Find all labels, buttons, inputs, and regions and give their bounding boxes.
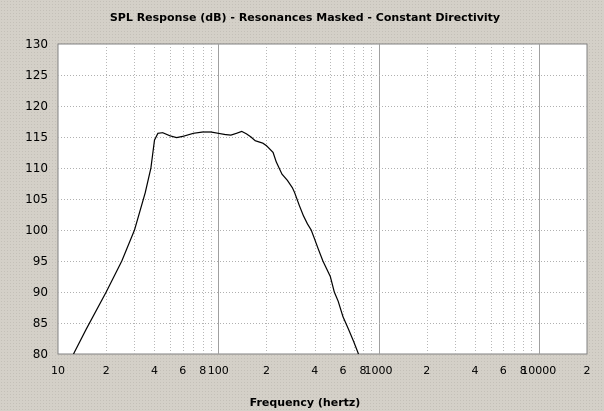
x-tick-label: 8 xyxy=(359,364,366,377)
y-tick-label: 100 xyxy=(25,223,48,237)
y-tick-label: 110 xyxy=(25,161,48,175)
x-tick-label: 6 xyxy=(339,364,346,377)
x-tick-label: 4 xyxy=(151,364,158,377)
y-tick-label: 90 xyxy=(33,285,48,299)
x-tick-label: 10 xyxy=(51,364,65,377)
chart-title: SPL Response (dB) - Resonances Masked - … xyxy=(110,11,500,24)
grid-lines xyxy=(58,44,587,354)
spl-response-line xyxy=(72,130,360,355)
x-tick-label: 2 xyxy=(584,364,591,377)
x-tick-label: 1000 xyxy=(365,364,393,377)
x-tick-label: 2 xyxy=(263,364,270,377)
y-tick-label: 95 xyxy=(33,254,48,268)
x-axis-label: Frequency (hertz) xyxy=(250,396,361,409)
x-tick-label: 100 xyxy=(208,364,229,377)
x-tick-label: 4 xyxy=(471,364,478,377)
y-tick-label: 80 xyxy=(33,347,48,361)
y-tick-label: 125 xyxy=(25,68,48,82)
y-tick-label: 120 xyxy=(25,99,48,113)
y-tick-label: 85 xyxy=(33,316,48,330)
y-tick-label: 130 xyxy=(25,37,48,51)
x-tick-label: 10000 xyxy=(521,364,556,377)
x-tick-label: 8 xyxy=(520,364,527,377)
x-tick-label: 4 xyxy=(311,364,318,377)
y-tick-label: 115 xyxy=(25,130,48,144)
x-tick-label: 6 xyxy=(179,364,186,377)
y-tick-label: 105 xyxy=(25,192,48,206)
x-tick-label: 2 xyxy=(423,364,430,377)
y-axis-ticks: 80 85 90 95 100 105 110 115 120 125 130 xyxy=(25,37,48,361)
x-tick-label: 6 xyxy=(500,364,507,377)
x-tick-label: 8 xyxy=(199,364,206,377)
x-tick-label: 2 xyxy=(103,364,110,377)
